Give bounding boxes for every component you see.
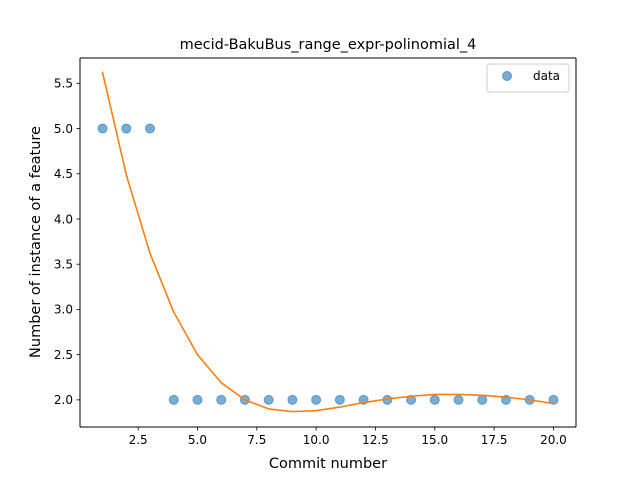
data-point (263, 394, 274, 405)
x-tick-label: 17.5 (481, 433, 508, 447)
x-tick-label: 7.5 (247, 433, 266, 447)
x-axis-label: Commit number (269, 456, 387, 472)
data-point (429, 394, 440, 405)
y-tick-label: 4.5 (54, 167, 73, 181)
x-tick-label: 12.5 (362, 433, 389, 447)
data-point (97, 123, 108, 134)
y-tick-label: 2.5 (54, 348, 73, 362)
data-point (145, 123, 156, 134)
x-tick-label: 2.5 (129, 433, 148, 447)
y-tick-label: 5.0 (54, 122, 73, 136)
data-point (548, 394, 559, 405)
y-axis-ticks: 2.0 2.5 3.0 3.5 4.0 4.5 5.0 5.5 (54, 77, 80, 407)
data-point (287, 394, 298, 405)
data-point (453, 394, 464, 405)
data-point (121, 123, 132, 134)
data-point (477, 394, 488, 405)
legend-label-data: data (533, 69, 560, 83)
data-point (216, 394, 227, 405)
data-point (406, 394, 417, 405)
chart-marks (97, 71, 559, 413)
legend-box (486, 63, 570, 93)
legend-marker-data (502, 71, 512, 81)
legend: data (486, 63, 570, 93)
x-tick-label: 10.0 (303, 433, 330, 447)
data-point (334, 394, 345, 405)
fit-line (101, 71, 555, 413)
plot-area (80, 58, 576, 427)
y-axis-label: Number of instance of a feature (28, 126, 44, 358)
y-tick-label: 2.0 (54, 393, 73, 407)
chart-title: mecid-BakuBus_range_expr-polinomial_4 (180, 37, 477, 53)
data-point (168, 394, 179, 405)
x-tick-label: 20.0 (540, 433, 567, 447)
x-tick-label: 15.0 (421, 433, 448, 447)
x-tick-label: 5.0 (188, 433, 207, 447)
y-tick-label: 3.0 (54, 303, 73, 317)
y-tick-label: 5.5 (54, 77, 73, 91)
data-point (311, 394, 322, 405)
x-axis-ticks: 2.5 5.0 7.5 10.0 12.5 15.0 17.5 20.0 (129, 427, 567, 447)
y-tick-label: 4.0 (54, 212, 73, 226)
data-point (192, 394, 203, 405)
y-tick-label: 3.5 (54, 258, 73, 272)
